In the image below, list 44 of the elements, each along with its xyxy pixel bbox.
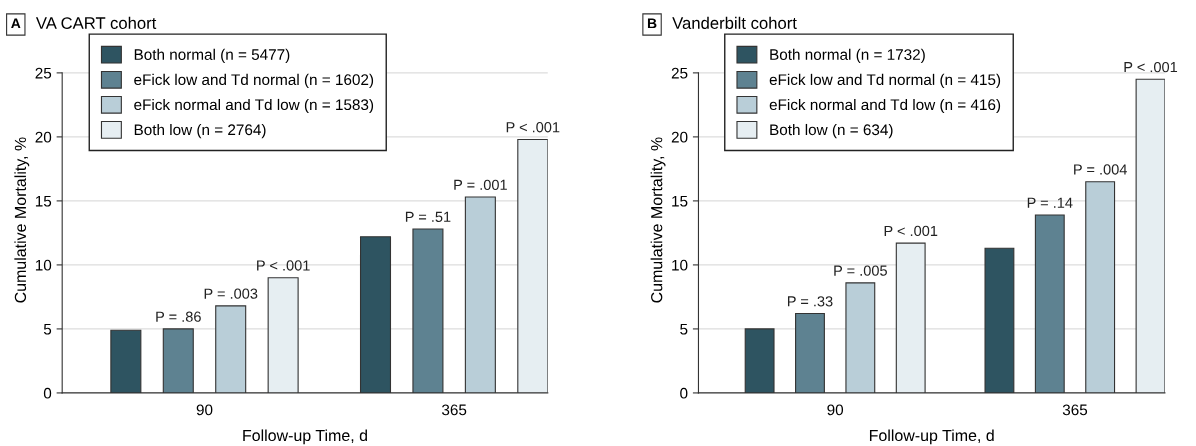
y-tick-label: 0 (680, 387, 688, 399)
annotation: P < .001 (506, 122, 560, 133)
annotation: P = .51 (405, 211, 451, 223)
x-tick-label: 90 (196, 404, 213, 416)
legend-label: Both low (n = 634) (770, 123, 893, 139)
annotation: P < .001 (257, 260, 310, 271)
annotation: P = .001 (454, 179, 507, 191)
annotation: P < .001 (884, 225, 938, 237)
y-tick-label: 25 (671, 67, 688, 79)
chart-title: VA CART cohort (35, 16, 157, 29)
legend-label: eFick low and Td normal (n = 1602) (134, 73, 374, 89)
y-tick-label: 5 (680, 323, 688, 335)
chart-title: Vanderbilt cohort (672, 16, 797, 29)
y-tick-label: 20 (671, 131, 688, 143)
legend-label: Both normal (n = 1732) (770, 48, 925, 64)
legend-label: eFick normal and Td low (n = 416) (769, 98, 1001, 114)
y-axis-title: Cumulative Mortality, % (14, 137, 30, 303)
annotation: P = .003 (204, 288, 258, 299)
legend-label: Both normal (n = 5477) (134, 48, 290, 64)
legend-label: eFick low and Td normal (n = 415) (769, 73, 1001, 89)
x-tick-label: 90 (827, 404, 844, 416)
y-tick-label: 0 (43, 387, 52, 399)
y-tick-label: 10 (672, 259, 688, 271)
annotation: P < .001 (1124, 61, 1178, 73)
x-tick-label: 365 (1062, 404, 1088, 416)
x-axis-title: Follow-up Time, d (869, 429, 994, 445)
y-tick-label: 5 (43, 323, 52, 335)
x-tick-label: 365 (441, 404, 467, 416)
annotation: P = .86 (156, 311, 201, 322)
y-axis-title: Cumulative Mortality, % (650, 137, 666, 303)
y-tick-label: 15 (35, 195, 52, 207)
legend-label: Both low (n = 2764) (134, 123, 266, 139)
x-axis-title: Follow-up Time, d (243, 429, 367, 445)
annotation: P = .005 (834, 265, 887, 276)
text: A (11, 18, 21, 29)
text: B (647, 18, 657, 29)
y-tick-label: 20 (35, 131, 52, 143)
y-tick-label: 25 (35, 67, 52, 79)
legend-label: eFick normal and Td low (n = 1583) (134, 98, 374, 114)
annotation: P = .14 (1027, 197, 1073, 208)
y-tick-label: 15 (672, 195, 688, 207)
annotation: P = .33 (787, 296, 833, 307)
annotation: P = .004 (1074, 164, 1127, 175)
y-tick-label: 10 (35, 259, 52, 271)
